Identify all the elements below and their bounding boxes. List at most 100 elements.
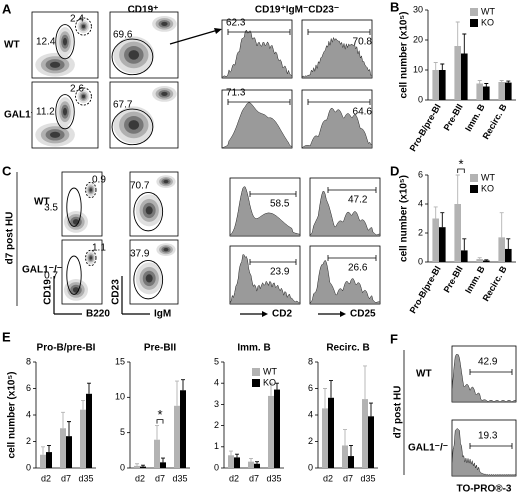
- x-tick-label: d35: [360, 473, 375, 483]
- legend-swatch: [470, 19, 478, 27]
- error-bar: [155, 425, 159, 440]
- error-bar: [87, 382, 91, 394]
- axis-label: B220: [86, 309, 110, 320]
- error-bar: [255, 461, 259, 464]
- error-bar: [47, 445, 51, 453]
- x-tick-label: d7: [249, 473, 259, 483]
- x-tick-label: Pro-B/pre-BI: [408, 102, 443, 153]
- bar: [134, 465, 140, 468]
- arrow-head: [340, 311, 346, 317]
- annotation: *: [157, 407, 162, 422]
- y-tick-label: 4: [418, 198, 423, 208]
- error-bar: [484, 83, 489, 87]
- row-label: WT: [34, 197, 50, 208]
- gate: [111, 38, 154, 76]
- bar: [86, 393, 92, 468]
- panel-letter: E: [2, 329, 11, 344]
- error-bar: [61, 411, 65, 429]
- bar: [454, 204, 461, 262]
- density: [145, 274, 153, 283]
- bar: [60, 428, 66, 468]
- y-tick-label: 0: [214, 462, 219, 472]
- error-bar: [135, 463, 139, 466]
- y-tick-label: 20: [413, 34, 423, 44]
- significance-bracket: [457, 168, 465, 173]
- y-tick-label: 1: [214, 441, 219, 451]
- chart-title: Imm. B: [237, 343, 270, 354]
- y-tick-label: 5: [120, 427, 125, 437]
- bar: [505, 82, 512, 100]
- density: [128, 50, 140, 60]
- bar: [439, 227, 446, 262]
- x-tick-label: d2: [323, 473, 333, 483]
- density: [145, 206, 153, 215]
- histogram: [229, 254, 301, 305]
- y-tick-label: 0: [308, 462, 313, 472]
- gate: [85, 181, 97, 199]
- gate: [133, 192, 164, 232]
- y-tick-label: 10: [413, 64, 423, 74]
- y-tick-label: 3: [214, 399, 219, 409]
- y-tick-label: 6: [26, 383, 31, 393]
- density: [81, 94, 86, 99]
- error-bar: [249, 458, 253, 462]
- x-tick-label: Imm. B: [463, 102, 487, 133]
- histogram: [221, 102, 293, 149]
- bar: [483, 260, 490, 262]
- error-bar: [81, 399, 85, 410]
- panel-letter: C: [2, 163, 12, 178]
- arrow-head: [262, 311, 268, 317]
- gate-value: 0.7: [44, 271, 58, 282]
- error-bar: [440, 212, 445, 228]
- panel-letter: A: [2, 1, 12, 16]
- error-bar: [41, 446, 45, 455]
- gate-value: 19.3: [478, 431, 498, 442]
- gate: [75, 87, 92, 106]
- bar: [348, 456, 354, 468]
- row-label: GAL1⁻/⁻: [4, 110, 44, 121]
- bar: [476, 259, 483, 262]
- gate: [55, 24, 75, 60]
- histogram: [309, 191, 381, 237]
- gate-value: 70.8: [353, 37, 373, 48]
- gate-value: 62.3: [226, 18, 246, 29]
- gate-value: 69.6: [113, 30, 133, 41]
- chart-title: Recirc. B: [326, 343, 369, 354]
- y-tick-label: 8: [308, 356, 313, 366]
- bar: [328, 397, 334, 468]
- error-bar: [455, 21, 460, 46]
- x-tick-label: d2: [41, 473, 51, 483]
- bar: [248, 461, 254, 468]
- y-tick-label: 0: [418, 256, 423, 266]
- row-label: GAL1⁻/⁻: [408, 443, 448, 454]
- x-tick-label: Pre-BII: [442, 264, 465, 294]
- density: [81, 24, 86, 29]
- error-bar: [181, 379, 185, 391]
- error-bar: [440, 63, 445, 70]
- legend-label: KO: [481, 183, 494, 193]
- bar: [368, 416, 374, 468]
- y-tick-label: 2: [418, 227, 423, 237]
- legend-label: WT: [481, 172, 495, 182]
- legend-swatch: [252, 368, 260, 376]
- histogram: [309, 259, 381, 305]
- x-tick-label: d2: [135, 473, 145, 483]
- bar: [342, 445, 348, 468]
- density: [49, 61, 61, 68]
- legend-label: WT: [481, 6, 495, 16]
- legend-swatch: [470, 185, 478, 193]
- error-bar: [67, 421, 71, 437]
- axis-label: TO-PRO®-3: [457, 484, 512, 495]
- y-tick-label: 2: [214, 420, 219, 430]
- legend-swatch: [470, 8, 478, 16]
- panel-letter: F: [390, 331, 398, 346]
- bar: [180, 390, 186, 468]
- row-label: WT: [416, 369, 432, 380]
- bar: [174, 405, 180, 468]
- gate-value: 3.5: [44, 203, 58, 214]
- histogram: [229, 186, 301, 237]
- gate: [66, 187, 82, 227]
- error-bar: [455, 174, 460, 204]
- error-bar: [462, 33, 467, 54]
